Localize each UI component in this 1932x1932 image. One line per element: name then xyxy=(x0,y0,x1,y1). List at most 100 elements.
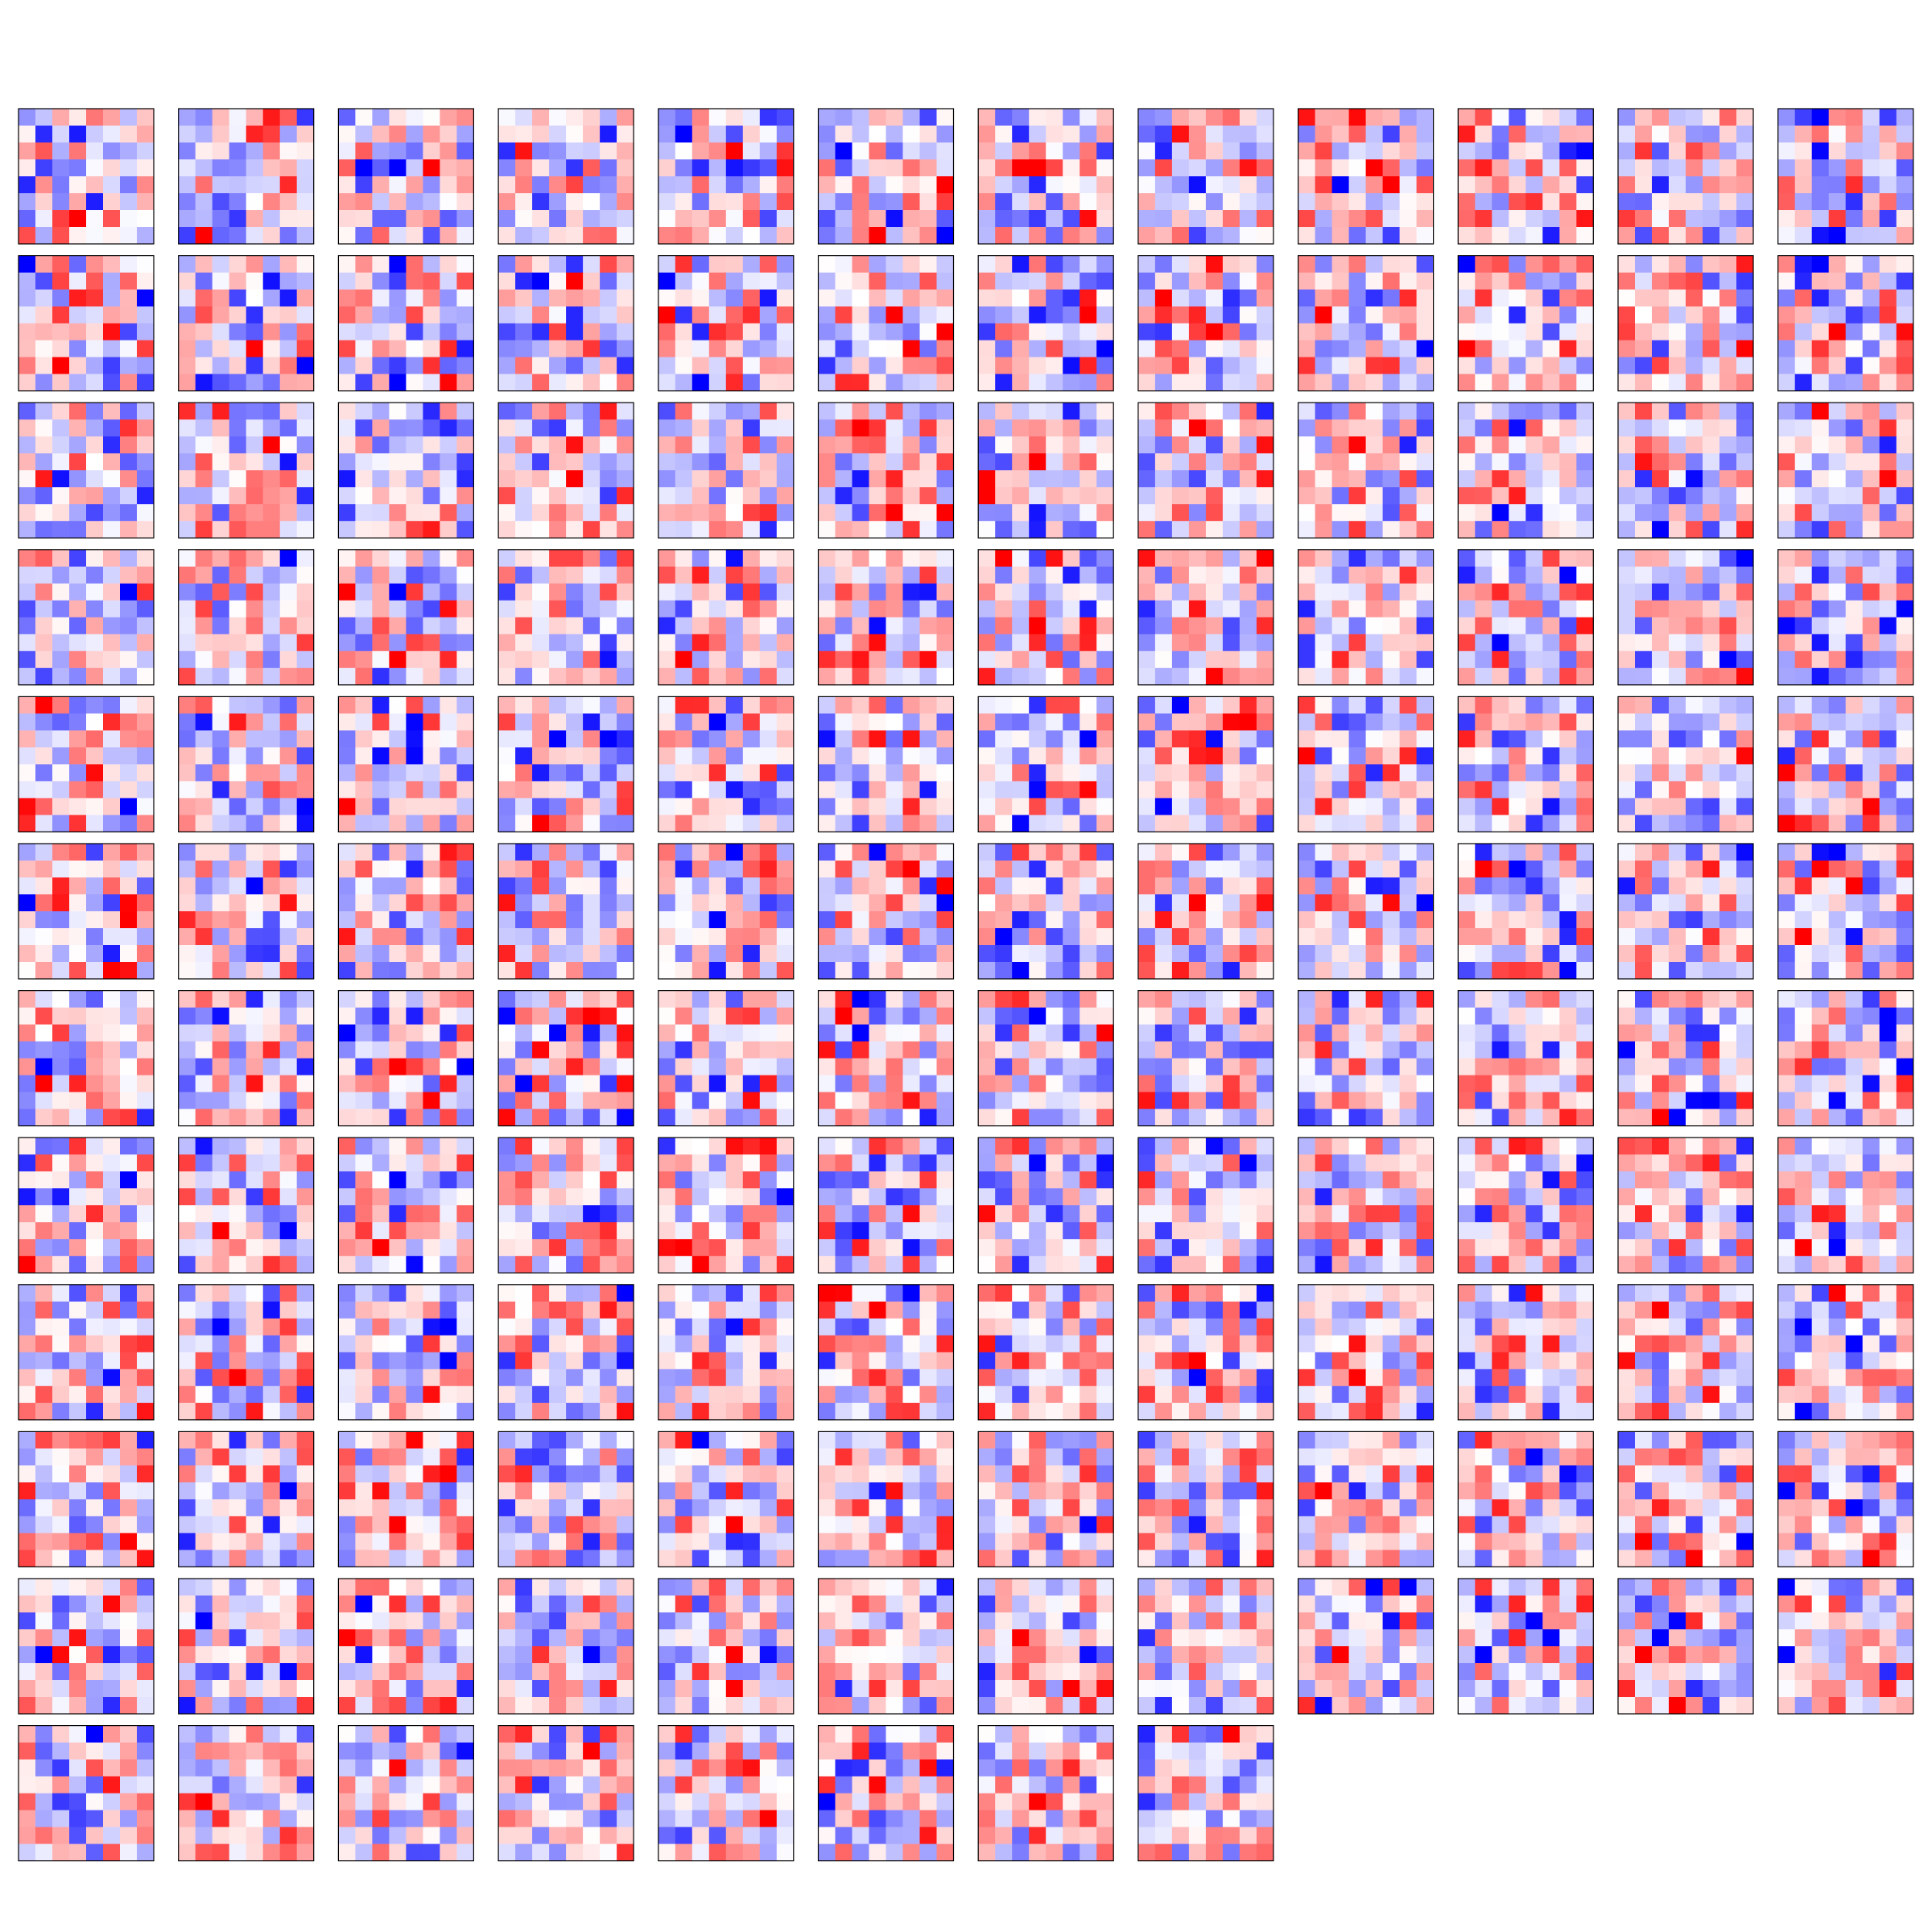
heatmap-cell xyxy=(1458,634,1476,652)
heatmap-cell xyxy=(675,730,693,748)
heatmap-cell xyxy=(195,844,213,861)
heatmap-cell xyxy=(120,504,138,522)
heatmap-cell xyxy=(1315,713,1332,731)
heatmap-cell xyxy=(936,436,954,454)
heatmap-cell xyxy=(246,289,264,307)
heatmap-cell xyxy=(658,109,676,126)
heatmap-cell xyxy=(1703,374,1720,391)
heatmap-cell xyxy=(1137,272,1156,290)
heatmap-cell xyxy=(120,436,138,454)
heatmap-cell xyxy=(372,306,390,324)
heatmap-cell xyxy=(1559,945,1577,963)
heatmap-cell xyxy=(1542,911,1560,929)
heatmap-cell xyxy=(566,549,584,568)
heatmap-cell xyxy=(1736,861,1754,878)
heatmap-cell xyxy=(532,1075,550,1092)
heatmap-cell xyxy=(1012,357,1030,374)
heatmap-cell xyxy=(835,696,852,714)
heatmap-cell xyxy=(423,764,440,782)
heatmap-cell xyxy=(1080,419,1097,437)
heatmap-cell xyxy=(1256,696,1274,714)
heatmap-cell xyxy=(1736,634,1754,652)
heatmap-cell xyxy=(1525,374,1543,391)
heatmap-cell xyxy=(389,566,407,584)
heatmap-cell xyxy=(835,470,852,488)
heatmap-cell xyxy=(19,272,36,290)
heatmap-cell xyxy=(1475,583,1492,601)
heatmap-cell xyxy=(35,255,53,273)
heatmap-cell xyxy=(1703,487,1720,505)
filter-panel xyxy=(1137,549,1274,686)
heatmap-cell xyxy=(178,436,196,454)
heatmap-cell xyxy=(549,696,567,714)
heatmap-cell xyxy=(279,126,298,143)
heatmap-cell xyxy=(1845,696,1864,714)
heatmap-cell xyxy=(120,1092,138,1109)
heatmap-cell xyxy=(1559,193,1577,211)
heatmap-cell xyxy=(1315,521,1332,539)
panel-frame xyxy=(1297,255,1435,392)
heatmap-cell xyxy=(725,306,744,324)
heatmap-cell xyxy=(1171,504,1190,522)
heatmap-cell xyxy=(1542,374,1560,391)
heatmap-cell xyxy=(86,504,104,522)
heatmap-cell xyxy=(1879,650,1897,669)
heatmap-cell xyxy=(35,815,53,832)
heatmap-cell xyxy=(1736,272,1754,290)
heatmap-cell xyxy=(52,634,70,652)
heatmap-cell xyxy=(1205,159,1224,177)
heatmap-cell xyxy=(137,1075,155,1092)
heatmap-cell xyxy=(440,1007,457,1025)
heatmap-cell xyxy=(515,210,533,228)
heatmap-cell xyxy=(279,1024,298,1042)
heatmap-cell xyxy=(617,521,634,539)
heatmap-cell xyxy=(195,289,213,307)
panel-frame xyxy=(337,843,474,980)
heatmap-cell xyxy=(852,289,869,307)
heatmap-cell xyxy=(1736,374,1754,391)
heatmap-cell xyxy=(262,617,281,635)
heatmap-cell xyxy=(1222,781,1241,799)
heatmap-cell xyxy=(869,227,886,245)
heatmap-cell xyxy=(515,402,533,420)
heatmap-cell xyxy=(246,747,264,765)
heatmap-cell xyxy=(1315,764,1332,782)
heatmap-cell xyxy=(852,142,869,160)
heatmap-cell xyxy=(389,781,407,799)
heatmap-cell xyxy=(1331,962,1349,980)
heatmap-cell xyxy=(1416,470,1434,488)
heatmap-cell xyxy=(869,945,886,963)
heatmap-cell xyxy=(1239,453,1257,471)
filter-panel xyxy=(1777,696,1914,833)
heatmap-cell xyxy=(675,487,693,505)
heatmap-cell xyxy=(120,227,138,245)
heatmap-cell xyxy=(776,583,795,601)
heatmap-cell xyxy=(1719,781,1737,799)
heatmap-cell xyxy=(852,521,869,539)
heatmap-cell xyxy=(1862,176,1880,194)
heatmap-cell xyxy=(103,470,121,488)
heatmap-cell xyxy=(549,255,567,273)
heatmap-cell xyxy=(1618,798,1636,815)
panel-frame xyxy=(1777,402,1914,539)
heatmap-cell xyxy=(658,894,676,912)
heatmap-cell xyxy=(86,798,104,815)
heatmap-cell xyxy=(1096,730,1114,748)
heatmap-cell xyxy=(532,272,550,290)
heatmap-cell xyxy=(1080,521,1097,539)
heatmap-cell xyxy=(355,1041,373,1059)
heatmap-cell xyxy=(919,566,937,584)
heatmap-cell xyxy=(818,634,836,652)
heatmap-cell xyxy=(600,210,617,228)
heatmap-cell xyxy=(456,617,474,635)
heatmap-cell xyxy=(52,928,70,946)
heatmap-cell xyxy=(583,487,601,505)
heatmap-cell xyxy=(886,109,903,126)
heatmap-cell xyxy=(1096,357,1114,374)
heatmap-cell xyxy=(498,306,516,324)
heatmap-cell xyxy=(137,696,155,714)
heatmap-cell xyxy=(1879,126,1897,143)
heatmap-cell xyxy=(1137,142,1156,160)
filter-panel xyxy=(178,108,315,245)
heatmap-cell xyxy=(498,357,516,374)
